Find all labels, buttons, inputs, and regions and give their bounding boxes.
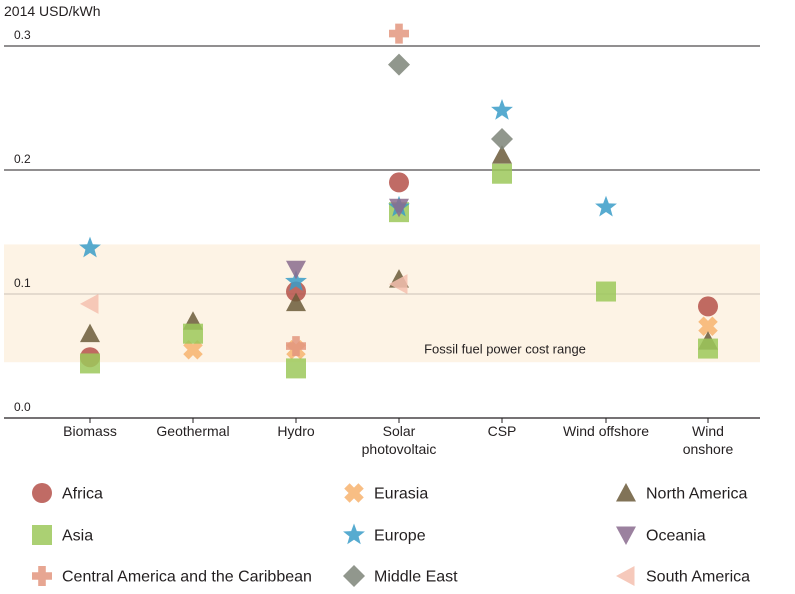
legend-marker-oceania — [616, 526, 636, 545]
legend-label-africa: Africa — [62, 486, 103, 503]
legend-label-europe: Europe — [374, 528, 426, 545]
data-point-europe — [595, 195, 617, 217]
y-tick-label: 0.2 — [14, 152, 31, 166]
y-tick-label: 0.3 — [14, 28, 31, 42]
data-point-north-america — [286, 292, 306, 312]
data-point-europe — [285, 270, 307, 291]
data-point-africa — [389, 172, 409, 193]
data-point-oceania — [389, 198, 409, 218]
data-point-asia — [183, 323, 203, 344]
legend-marker-asia — [32, 525, 52, 545]
data-point-middle-east — [491, 128, 513, 150]
data-point-central-america-and-the-caribbean — [389, 23, 409, 44]
x-tick-label: Wind offshore — [563, 423, 649, 439]
data-point-eurasia — [183, 340, 203, 360]
data-point-south-america — [80, 293, 99, 314]
data-point-north-america — [492, 145, 512, 164]
legend-label-asia: Asia — [62, 528, 93, 545]
legend-marker-eurasia — [344, 483, 364, 503]
data-point-europe — [491, 98, 513, 120]
legend-label-central-america-and-the-caribbean: Central America and the Caribbean — [62, 569, 312, 586]
data-point-central-america-and-the-caribbean — [286, 336, 306, 357]
x-tick-label: CSP — [488, 423, 517, 439]
data-point-north-america — [80, 323, 100, 343]
gridlines — [4, 45, 760, 295]
x-tick-label: Hydro — [277, 423, 315, 439]
legend-marker-south-america — [616, 566, 635, 586]
data-point-middle-east — [388, 53, 410, 76]
y-tick-label: 0.0 — [14, 400, 31, 414]
legend-marker-middle-east — [343, 565, 365, 587]
data-point-europe — [79, 236, 101, 258]
data-point-africa — [698, 296, 718, 317]
legend-marker-north-america — [616, 483, 636, 502]
data-point-asia — [492, 163, 512, 184]
x-tick-label: Geothermal — [156, 423, 229, 439]
legend-label-eurasia: Eurasia — [374, 486, 428, 503]
data-points — [79, 23, 718, 379]
legend-marker-central-america-and-the-caribbean — [32, 566, 52, 586]
x-tick-label: Wind — [692, 423, 724, 439]
data-point-eurasia — [698, 316, 718, 336]
y-tick-labels: 0.0 0.1 0.2 0.3 — [14, 28, 31, 414]
x-tick-label: onshore — [683, 441, 734, 457]
data-point-asia — [596, 281, 616, 302]
x-tick-label: Solar — [383, 423, 416, 439]
data-point-asia — [286, 358, 306, 379]
data-point-asia — [80, 353, 100, 374]
legend-label-north-america: North America — [646, 486, 747, 503]
legend-label-oceania: Oceania — [646, 528, 706, 545]
legend-label-south-america: South America — [646, 569, 750, 586]
legend-label-middle-east: Middle East — [374, 569, 458, 586]
x-tick-labels: Biomass Geothermal Hydro Solar photovoltaic C… — [63, 418, 734, 457]
legend-marker-africa — [32, 483, 52, 503]
legend-marker-europe — [343, 523, 365, 545]
fossil-fuel-band-label: Fossil fuel power cost range — [424, 342, 586, 357]
legend: Africa Eurasia North America Asia Europe Ocea… — [32, 483, 750, 587]
data-point-oceania — [286, 260, 306, 280]
x-tick-label: photovoltaic — [362, 441, 437, 457]
data-point-south-america — [389, 274, 408, 295]
y-tick-label: 0.1 — [14, 276, 31, 290]
y-axis-title: 2014 USD/kWh — [4, 3, 100, 19]
x-tick-label: Biomass — [63, 423, 117, 439]
data-point-asia — [698, 338, 718, 359]
fossil-fuel-band — [4, 244, 760, 363]
